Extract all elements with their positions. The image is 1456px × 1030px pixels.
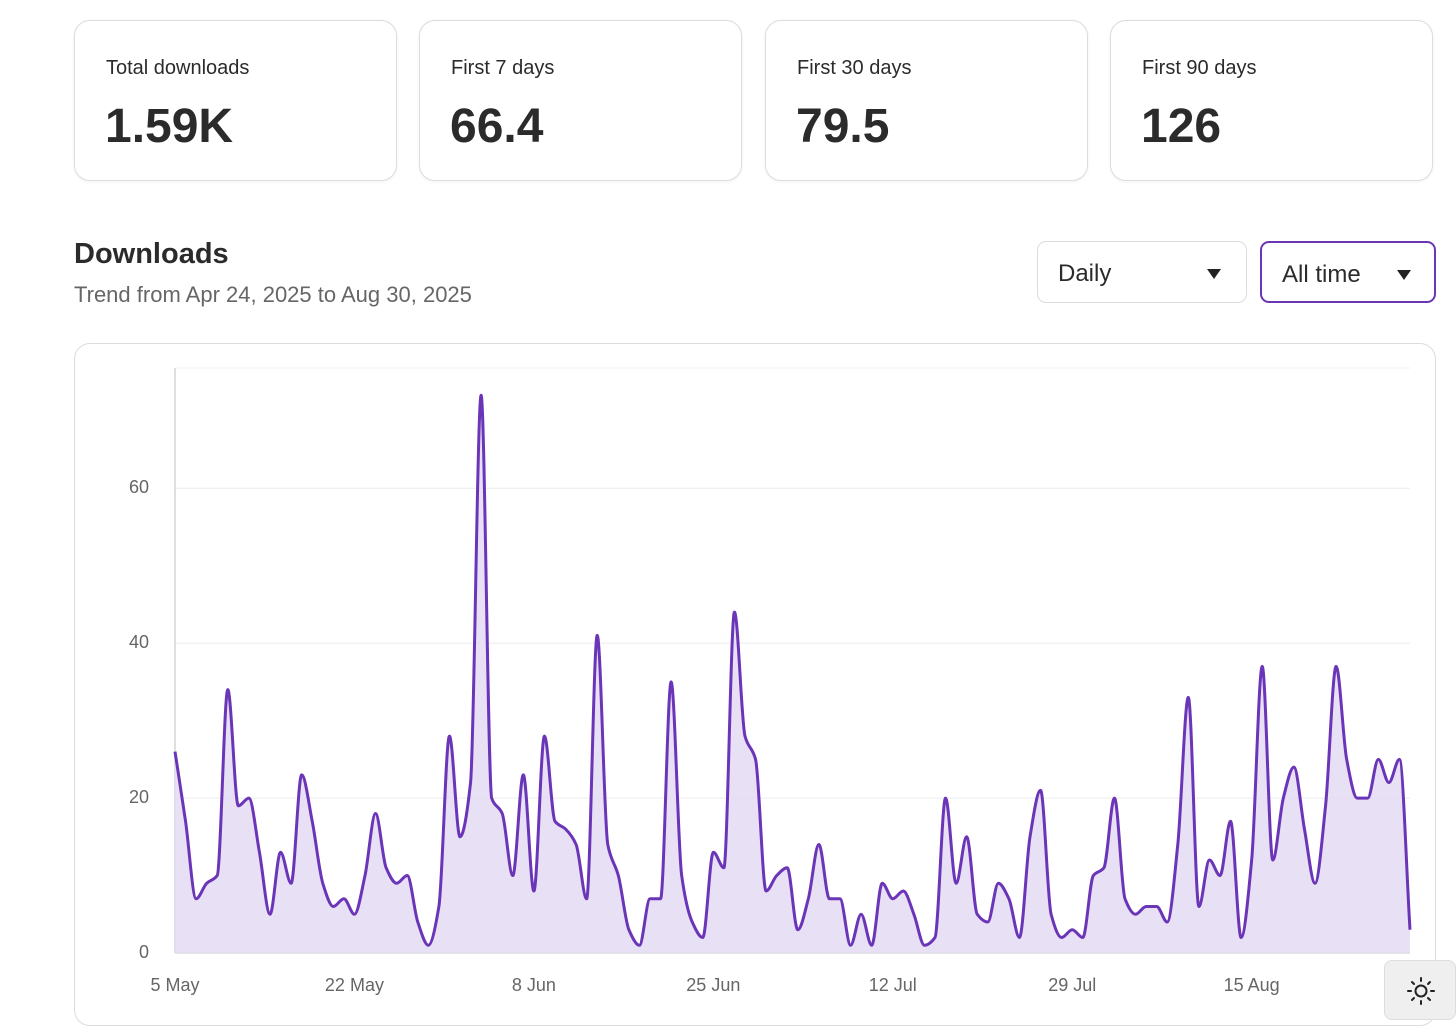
x-tick-label: 29 Jul: [1048, 975, 1096, 995]
interval-dropdown[interactable]: Daily: [1037, 241, 1247, 303]
section-title: Downloads: [74, 238, 229, 270]
dropdown-text: All time: [1282, 261, 1361, 288]
x-tick-label: 12 Jul: [869, 975, 917, 995]
line-series: [173, 393, 1412, 947]
stat-card: Total downloads 1.59K: [74, 20, 397, 181]
chart-panel: [74, 343, 1436, 1026]
dropdown-arrow: [1397, 270, 1411, 280]
stat-label: First 30 days: [797, 57, 912, 79]
x-tick-label: 15 Aug: [1224, 975, 1280, 995]
sun-icon: [1407, 977, 1435, 1005]
theme-toggle[interactable]: [1384, 960, 1456, 1020]
dropdown-arrow: [1207, 269, 1221, 279]
y-tick-label: 20: [129, 787, 149, 807]
area-fill: [175, 395, 1410, 953]
x-tick-label: 22 May: [325, 975, 384, 995]
stat-label: Total downloads: [106, 57, 250, 79]
stat-label: First 90 days: [1142, 57, 1257, 79]
stat-card: First 30 days 79.5: [765, 20, 1088, 181]
stat-card: First 90 days 126: [1110, 20, 1433, 181]
x-tick-label: 5 May: [150, 975, 199, 995]
dropdown-text: Daily: [1058, 260, 1112, 287]
range-dropdown[interactable]: All time: [1260, 241, 1436, 303]
stat-value: 66.4: [450, 100, 544, 153]
y-tick-label: 60: [129, 477, 149, 497]
stat-value: 126: [1141, 100, 1222, 153]
stat-value: 1.59K: [105, 100, 234, 153]
y-tick-label: 40: [129, 632, 149, 652]
x-tick-label: 8 Jun: [512, 975, 556, 995]
stat-value: 79.5: [796, 100, 890, 153]
section-subtitle: Trend from Apr 24, 2025 to Aug 30, 2025: [74, 282, 472, 307]
x-tick-label: 25 Jun: [686, 975, 740, 995]
stat-card: First 7 days 66.4: [419, 20, 742, 181]
y-tick-label: 0: [139, 942, 149, 962]
stat-label: First 7 days: [451, 57, 555, 79]
